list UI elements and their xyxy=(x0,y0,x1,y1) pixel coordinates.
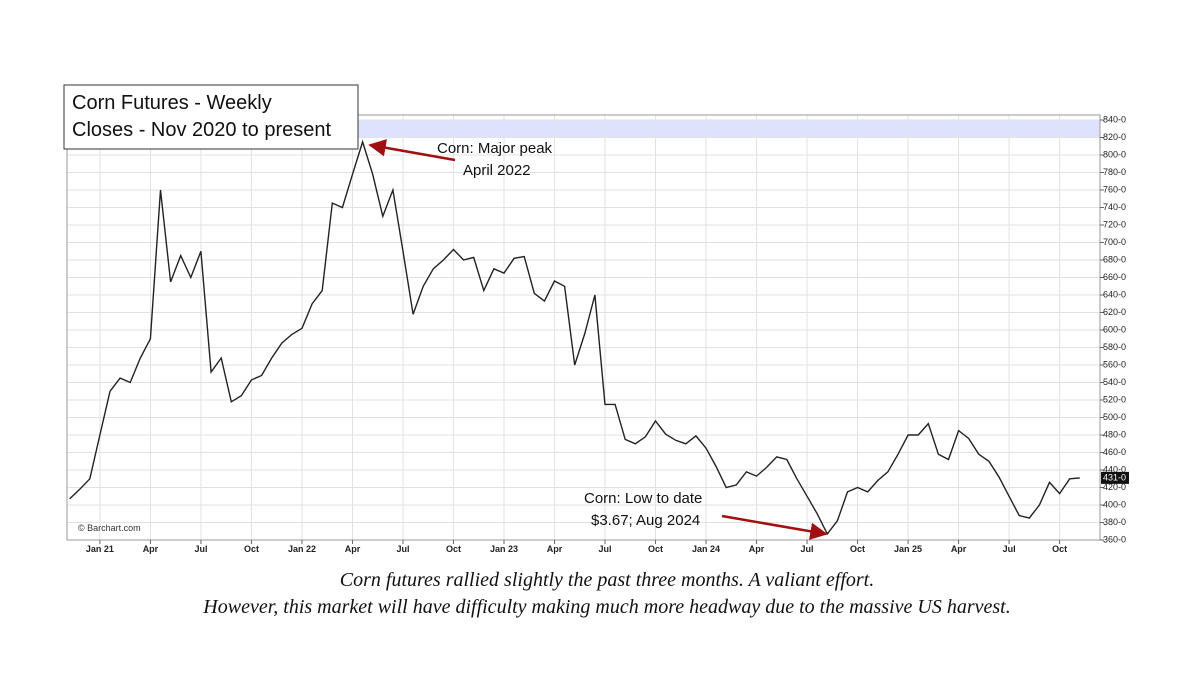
title-line: Closes - Nov 2020 to present xyxy=(72,119,331,141)
y-tick-label: 400-0 xyxy=(1103,499,1126,509)
annotation: Corn: Low to date $3.67; Aug 2024 xyxy=(584,490,702,529)
x-tick-label: Oct xyxy=(1052,544,1067,554)
x-tick-label: Oct xyxy=(244,544,259,554)
caption-line: However, this market will have difficult… xyxy=(202,596,1010,618)
x-tick-label: Jan 23 xyxy=(490,544,518,554)
y-tick-label: 620-0 xyxy=(1103,307,1126,317)
price-line xyxy=(69,139,1080,536)
y-tick-label: 580-0 xyxy=(1103,342,1126,352)
x-tick-label: Apr xyxy=(547,544,563,554)
y-tick-label: 840-0 xyxy=(1103,114,1126,124)
y-tick-label: 760-0 xyxy=(1103,184,1126,194)
x-tick-label: Jul xyxy=(1003,544,1016,554)
y-tick-label: 600-0 xyxy=(1103,324,1126,334)
source: © Barchart.com xyxy=(78,523,141,533)
x-tick-label: Jan 24 xyxy=(692,544,720,554)
x-tick-label: Apr xyxy=(951,544,967,554)
y-tick-label: 520-0 xyxy=(1103,394,1126,404)
x-tick-label: Jan 21 xyxy=(86,544,114,554)
y-tick-label: 500-0 xyxy=(1103,412,1126,422)
x-tick-label: Oct xyxy=(648,544,663,554)
y-tick-label: 480-0 xyxy=(1103,429,1126,439)
y-tick-label: 680-0 xyxy=(1103,254,1126,264)
annotation-arrow xyxy=(368,139,456,162)
x-tick-label: Jul xyxy=(599,544,612,554)
annotation-line: Corn: Low to date xyxy=(584,490,702,507)
y-tick-label: 700-0 xyxy=(1103,237,1126,247)
y-tick-label: 440-0 xyxy=(1103,464,1126,474)
x-tick-label: Oct xyxy=(446,544,461,554)
chart-title: Corn Futures - Weekly Closes - Nov 2020 t… xyxy=(72,92,331,141)
last-price-box xyxy=(1101,471,1129,484)
last-price-label: 431-0 xyxy=(1103,472,1126,482)
x-tick-label: Apr xyxy=(749,544,765,554)
title-box xyxy=(63,84,359,150)
x-tick-label: Jan 22 xyxy=(288,544,316,554)
y-tick-label: 380-0 xyxy=(1103,517,1126,527)
y-tick-label: 560-0 xyxy=(1103,359,1126,369)
x-tick-label: Apr xyxy=(345,544,361,554)
annotation-line: April 2022 xyxy=(463,162,531,179)
y-tick-label: 360-0 xyxy=(1103,534,1126,544)
y-tick-label: 460-0 xyxy=(1103,447,1126,457)
y-tick-label: 800-0 xyxy=(1103,149,1126,159)
x-tick-label: Apr xyxy=(143,544,159,554)
x-tick-label: Jul xyxy=(801,544,814,554)
y-tick-label: 640-0 xyxy=(1103,289,1126,299)
plot-frame xyxy=(66,114,1101,541)
y-tick-label: 780-0 xyxy=(1103,167,1126,177)
caption-line: Corn futures rallied slightly the past t… xyxy=(340,569,874,591)
y-tick-label: 420-0 xyxy=(1103,482,1126,492)
annotation-arrow xyxy=(721,514,828,540)
y-tick-label: 720-0 xyxy=(1103,219,1126,229)
annotation-line: Corn: Major peak xyxy=(437,140,553,157)
annotation-line: $3.67; Aug 2024 xyxy=(591,512,700,529)
x-tick-label: Jan 25 xyxy=(894,544,922,554)
annotation: Corn: Major peak April 2022 xyxy=(437,140,553,179)
x-tick-label: Jul xyxy=(396,544,409,554)
title-line: Corn Futures - Weekly xyxy=(72,92,272,114)
y-tick-label: 740-0 xyxy=(1103,202,1126,212)
y-tick-label: 540-0 xyxy=(1103,377,1126,387)
x-tick-label: Jul xyxy=(194,544,207,554)
y-tick-label: 660-0 xyxy=(1103,272,1126,282)
x-tick-label: Oct xyxy=(850,544,865,554)
y-tick-label: 820-0 xyxy=(1103,132,1126,142)
